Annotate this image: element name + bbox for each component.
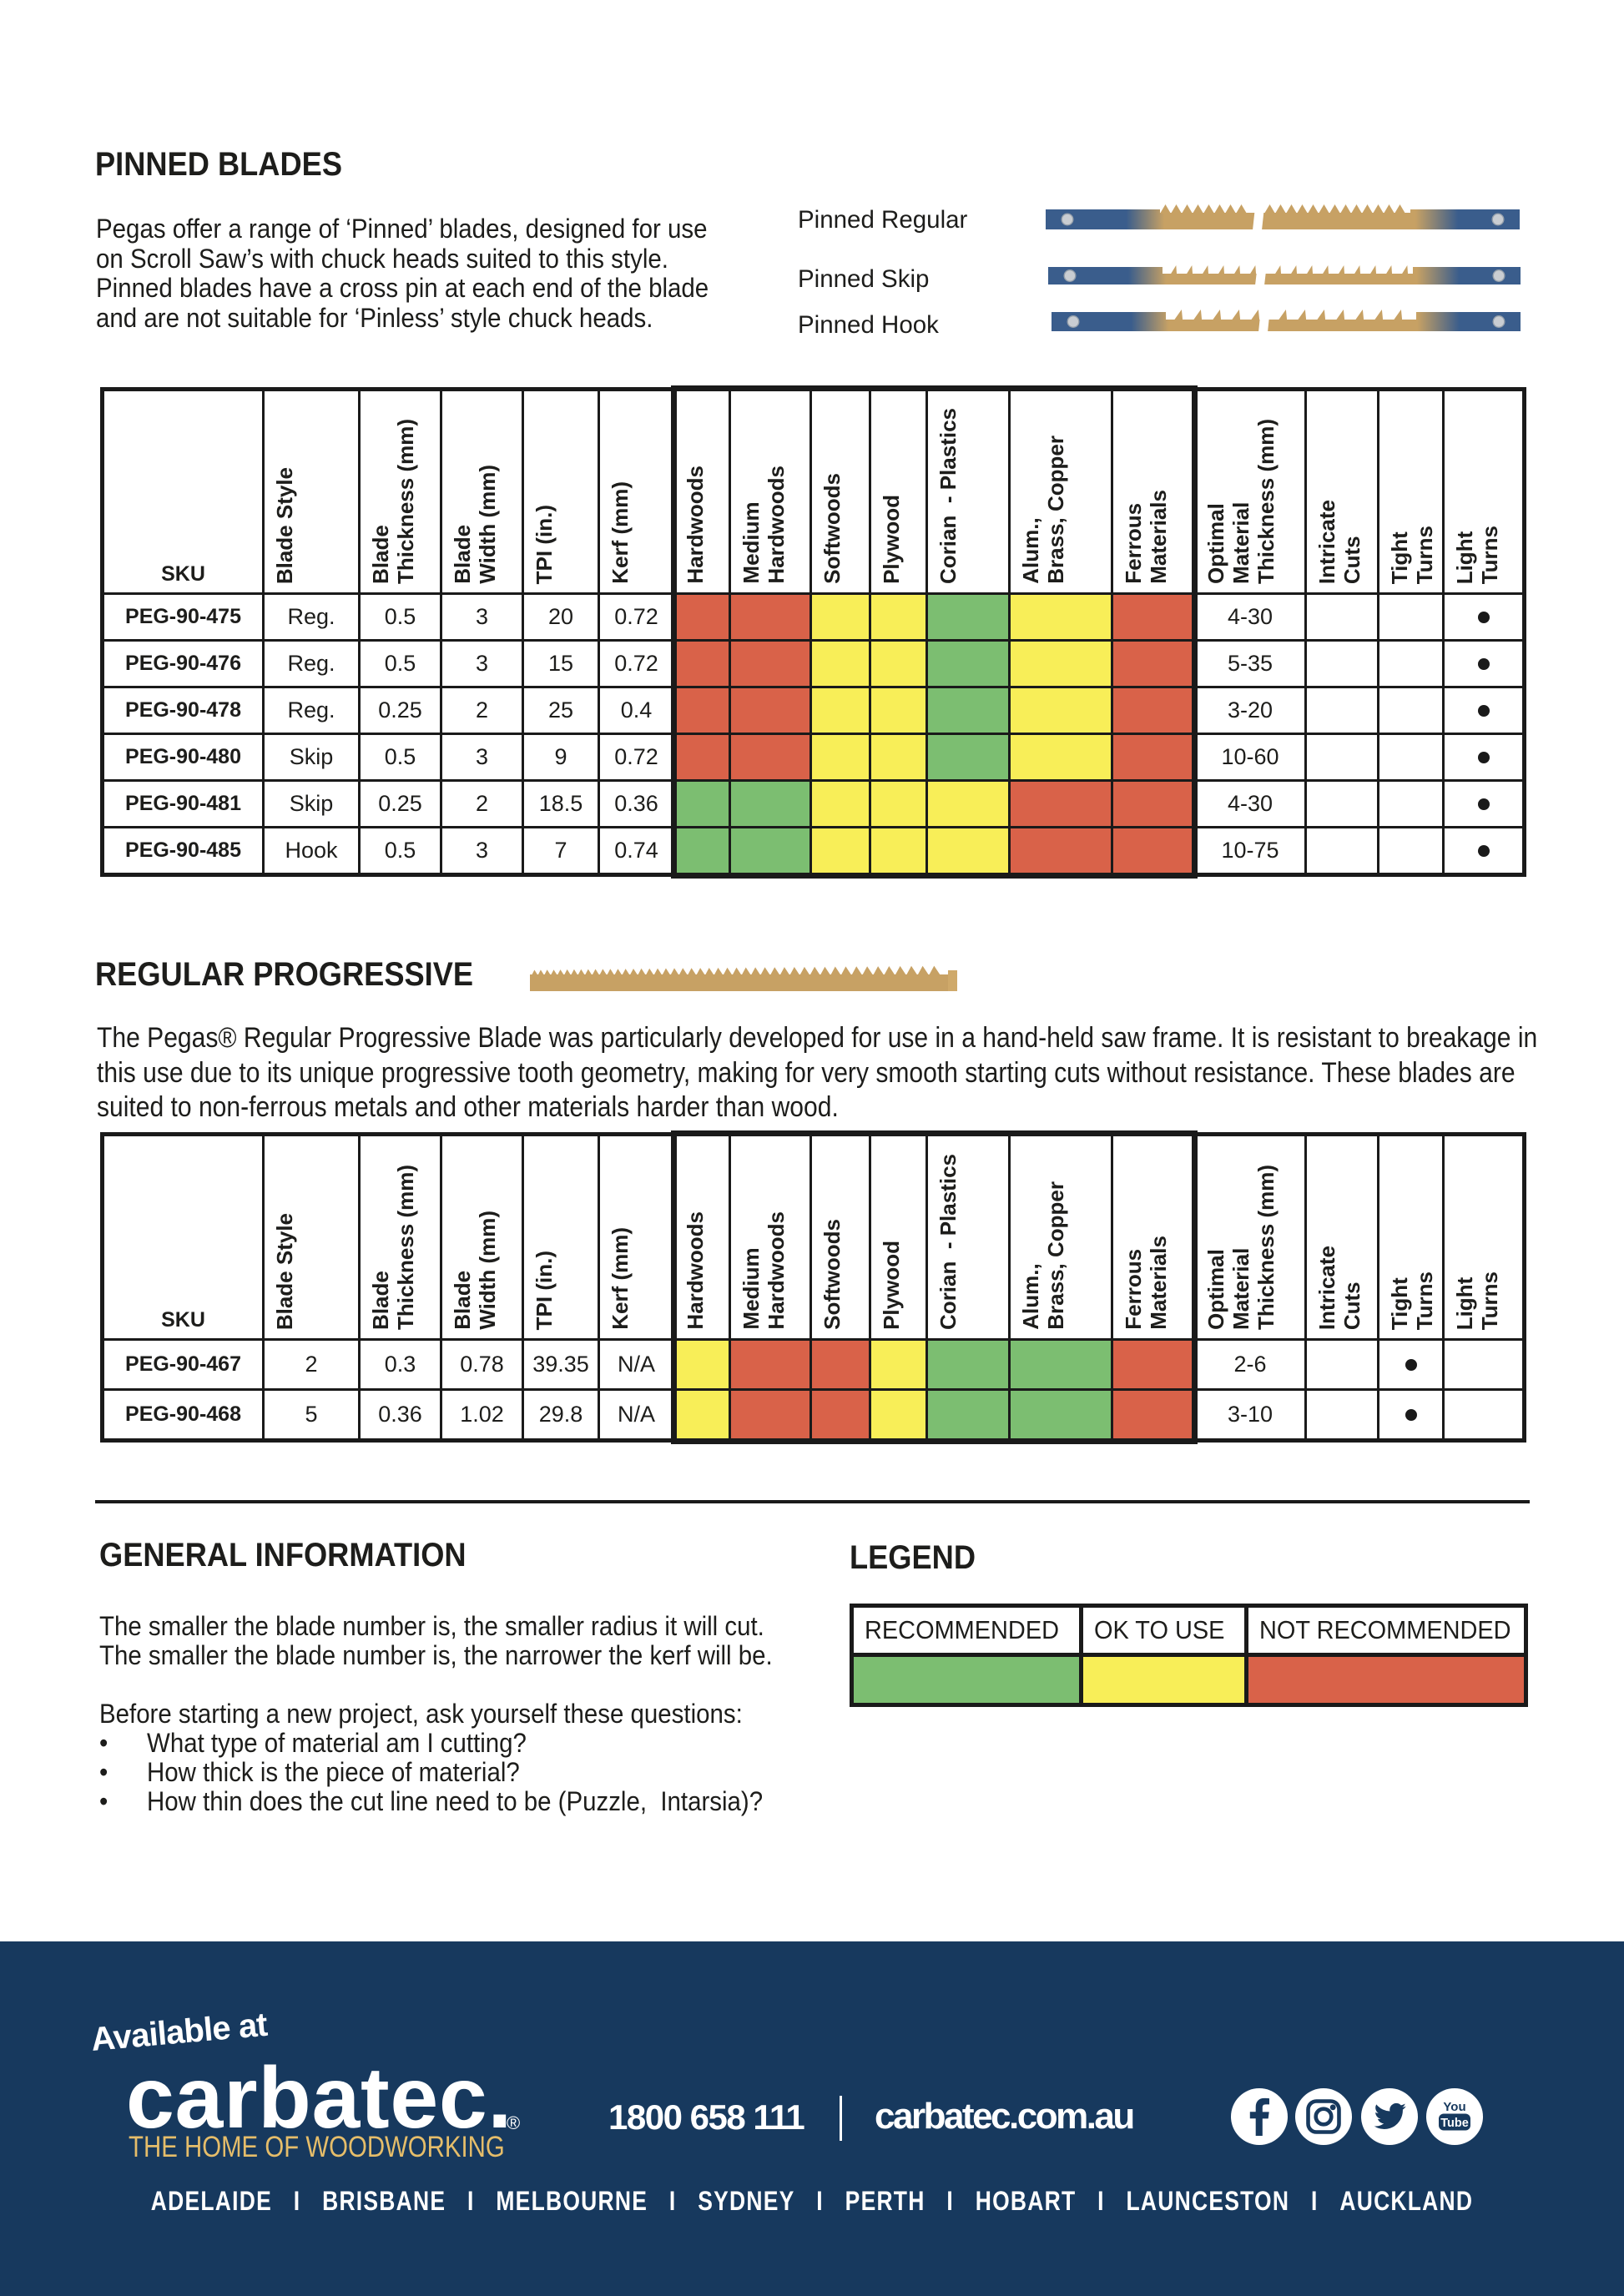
svg-text:You: You bbox=[1443, 2100, 1465, 2114]
svg-text:Tube: Tube bbox=[1440, 2117, 1469, 2130]
